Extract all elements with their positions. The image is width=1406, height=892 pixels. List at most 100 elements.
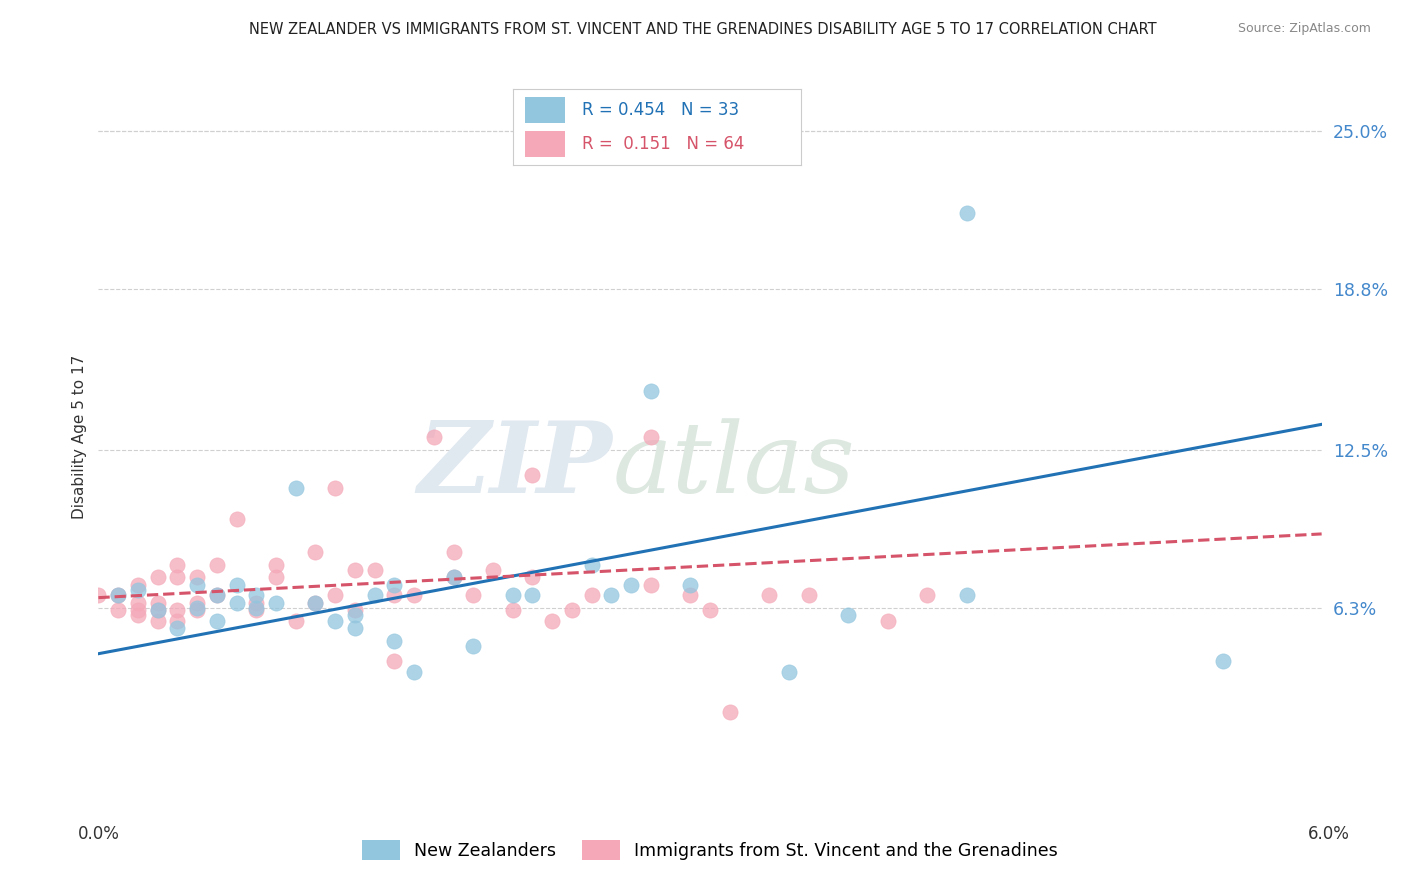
Bar: [524, 97, 565, 123]
Point: [463, 639, 485, 653]
Point: [186, 578, 208, 592]
Point: [107, 588, 129, 602]
Point: [363, 563, 385, 577]
Point: [166, 614, 188, 628]
Point: [343, 608, 366, 623]
Point: [186, 596, 208, 610]
Point: [166, 621, 188, 635]
Point: [404, 665, 426, 679]
Point: [463, 588, 485, 602]
Text: 6.0%: 6.0%: [1308, 825, 1350, 843]
Point: [245, 596, 267, 610]
Point: [146, 603, 169, 617]
Text: ZIP: ZIP: [418, 417, 612, 514]
Point: [363, 588, 385, 602]
Point: [876, 614, 898, 628]
Point: [186, 600, 208, 615]
Point: [127, 582, 149, 597]
Point: [264, 596, 287, 610]
Point: [955, 588, 977, 602]
Point: [205, 588, 228, 602]
Point: [699, 603, 721, 617]
Point: [502, 588, 524, 602]
Point: [382, 654, 405, 668]
Point: [443, 570, 465, 584]
Point: [284, 481, 307, 495]
Point: [205, 588, 228, 602]
Point: [522, 588, 544, 602]
Point: [146, 614, 169, 628]
Point: [837, 608, 859, 623]
Text: Source: ZipAtlas.com: Source: ZipAtlas.com: [1237, 22, 1371, 36]
Point: [323, 588, 346, 602]
Point: [107, 603, 129, 617]
Point: [127, 603, 149, 617]
Point: [146, 570, 169, 584]
Point: [304, 596, 326, 610]
Point: [443, 545, 465, 559]
Text: NEW ZEALANDER VS IMMIGRANTS FROM ST. VINCENT AND THE GRENADINES DISABILITY AGE 5: NEW ZEALANDER VS IMMIGRANTS FROM ST. VIN…: [249, 22, 1157, 37]
Point: [87, 588, 110, 602]
Point: [205, 558, 228, 572]
Point: [581, 588, 603, 602]
Point: [561, 603, 583, 617]
Point: [343, 621, 366, 635]
Point: [166, 603, 188, 617]
Point: [127, 578, 149, 592]
Point: [304, 545, 326, 559]
Point: [640, 430, 662, 444]
Point: [620, 578, 643, 592]
Point: [758, 588, 780, 602]
Point: [245, 588, 267, 602]
Text: R =  0.151   N = 64: R = 0.151 N = 64: [582, 136, 745, 153]
Point: [1212, 654, 1234, 668]
Point: [679, 588, 702, 602]
Point: [323, 614, 346, 628]
Point: [382, 588, 405, 602]
Point: [225, 596, 247, 610]
Point: [797, 588, 820, 602]
Point: [146, 603, 169, 617]
Point: [502, 603, 524, 617]
Point: [127, 596, 149, 610]
Point: [127, 608, 149, 623]
Point: [264, 558, 287, 572]
Point: [443, 570, 465, 584]
Point: [186, 603, 208, 617]
Point: [284, 614, 307, 628]
Point: [245, 600, 267, 615]
Point: [541, 614, 564, 628]
Point: [915, 588, 938, 602]
Point: [482, 563, 505, 577]
Point: [166, 558, 188, 572]
Legend: New Zealanders, Immigrants from St. Vincent and the Grenadines: New Zealanders, Immigrants from St. Vinc…: [356, 833, 1064, 867]
Point: [264, 570, 287, 584]
Point: [778, 665, 800, 679]
Point: [640, 384, 662, 399]
Point: [186, 570, 208, 584]
Point: [107, 588, 129, 602]
Point: [225, 511, 247, 525]
Point: [304, 596, 326, 610]
Text: atlas: atlas: [612, 418, 855, 513]
Point: [343, 563, 366, 577]
Point: [581, 558, 603, 572]
Point: [522, 468, 544, 483]
Point: [600, 588, 623, 602]
Point: [382, 634, 405, 648]
Text: 0.0%: 0.0%: [77, 825, 120, 843]
Text: R = 0.454   N = 33: R = 0.454 N = 33: [582, 101, 740, 119]
Point: [522, 570, 544, 584]
Bar: [524, 131, 565, 158]
Point: [404, 588, 426, 602]
Point: [718, 706, 741, 720]
Point: [640, 578, 662, 592]
Point: [382, 578, 405, 592]
Point: [146, 596, 169, 610]
Point: [343, 603, 366, 617]
Point: [166, 570, 188, 584]
Y-axis label: Disability Age 5 to 17: Disability Age 5 to 17: [72, 355, 87, 519]
Point: [205, 614, 228, 628]
Point: [423, 430, 446, 444]
Point: [225, 578, 247, 592]
